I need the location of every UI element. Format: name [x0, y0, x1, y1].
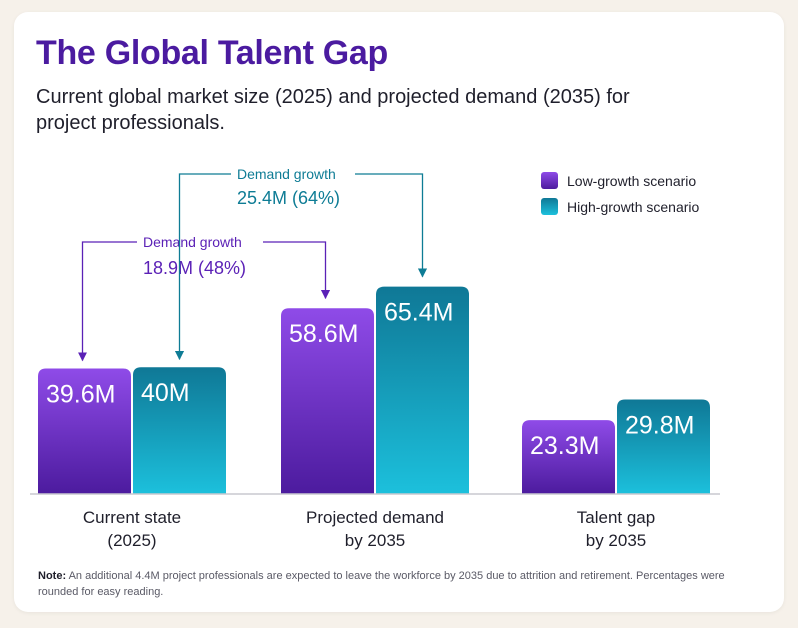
chart-title: The Global Talent Gap [36, 34, 388, 72]
growth-annotation-value: 25.4M (64%) [237, 188, 340, 208]
chart-subtitle: Current global market size (2025) and pr… [36, 86, 630, 134]
bar-value-label: 58.6M [289, 320, 358, 348]
bar-value-label: 65.4M [384, 299, 453, 327]
bar-value-label: 23.3M [530, 432, 599, 460]
growth-annotation-label: Demand growth [237, 166, 336, 182]
growth-bracket-high-left [174, 173, 231, 361]
legend-label: High-growth scenario [567, 199, 699, 215]
bar-low-0 [38, 368, 131, 494]
growth-bracket-low-right [263, 241, 331, 300]
x-tick-label: by 2035 [586, 531, 647, 550]
legend-swatch-low [541, 172, 558, 189]
bar-high-2 [617, 399, 710, 494]
bars: 39.6M 40M 58.6M 65.4M 23.3M 29.8M [38, 286, 710, 494]
x-tick-label: by 2035 [345, 531, 406, 550]
growth-bracket-high-right [355, 173, 428, 278]
legend: Low-growth scenario High-growth scenario [541, 172, 699, 215]
x-tick-label: Projected demand [306, 508, 444, 527]
bar-high-0 [133, 367, 226, 494]
growth-annotation-value: 18.9M (48%) [143, 258, 246, 278]
bar-low-1 [281, 308, 374, 494]
growth-bracket-low-left [77, 241, 137, 362]
x-tick-label: Talent gap [577, 508, 655, 527]
bar-value-label: 39.6M [46, 380, 115, 408]
bar-high-1 [376, 286, 469, 494]
bar-low-2 [522, 420, 615, 494]
annotations: Demand growth 18.9M (48%) Demand growth 25.… [77, 166, 428, 362]
x-tick-label: (2025) [107, 531, 156, 550]
note-text: An additional 4.4M project professionals… [38, 570, 725, 598]
x-axis-labels: Current state (2025) Projected demand by 20… [83, 508, 655, 550]
bar-value-label: 40M [141, 379, 190, 407]
bar-value-label: 29.8M [625, 412, 694, 440]
chart-card: The Global Talent Gap Current global mar… [14, 12, 784, 612]
footnote: Note: An additional 4.4M project profess… [38, 568, 758, 600]
legend-swatch-high [541, 198, 558, 215]
legend-label: Low-growth scenario [567, 173, 696, 189]
x-tick-label: Current state [83, 508, 181, 527]
note-label: Note: [38, 570, 67, 582]
growth-annotation-label: Demand growth [143, 234, 242, 250]
